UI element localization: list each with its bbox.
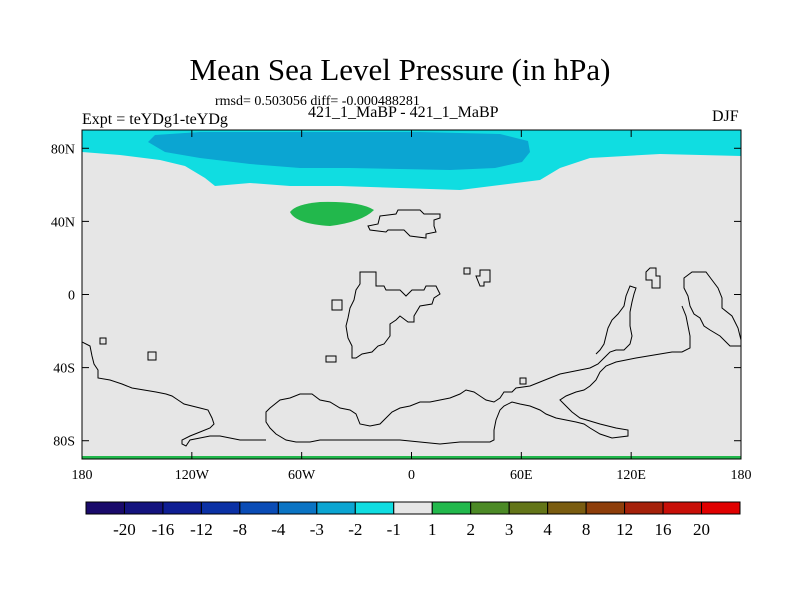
y-tick-label: 40S (53, 362, 75, 377)
y-tick-label: 80S (53, 435, 75, 450)
colorbar-label: 3 (505, 520, 514, 539)
season-label: DJF (712, 108, 739, 125)
colorbar-swatch (431, 501, 472, 515)
colorbar-swatch (162, 501, 202, 515)
colorbar-swatch (547, 501, 587, 515)
colorbar-swatch (508, 501, 549, 515)
colorbar-label: -1 (387, 520, 401, 539)
colorbar-label: 16 (655, 520, 672, 539)
colorbar-label: -8 (233, 520, 247, 539)
colorbar-label: 8 (582, 520, 591, 539)
colorbar-swatch (239, 501, 279, 515)
experiment-label: Expt = teYDg1-teYDg (82, 111, 228, 128)
colorbar-swatch (470, 501, 510, 515)
x-tick-label: 60E (510, 468, 533, 483)
stats-subtitle: rmsd= 0.503056 diff= -0.000488281 (215, 94, 420, 109)
colorbar-swatch (200, 501, 241, 515)
land-contours (82, 209, 741, 447)
colorbar-label: 20 (693, 520, 710, 539)
colorbar-label: -3 (310, 520, 324, 539)
colorbar-label: -20 (113, 520, 136, 539)
colorbar-swatch (316, 501, 356, 515)
colorbar-swatch (701, 501, 741, 515)
comparison-label: 421_1_MaBP - 421_1_MaBP (308, 104, 499, 121)
colorbar-swatch (277, 501, 318, 515)
colorbar-label: -16 (152, 520, 175, 539)
colorbar-swatch (585, 501, 626, 515)
colorbar-swatch (393, 501, 433, 515)
x-tick-label: 120E (616, 468, 646, 483)
colorbar-label: -12 (190, 520, 213, 539)
y-tick-label: 0 (68, 289, 75, 304)
colorbar-label: 1 (428, 520, 437, 539)
colorbar-swatch (624, 501, 664, 515)
x-tick-label: 60W (288, 468, 316, 483)
field-green-positive (290, 201, 374, 226)
colorbar-swatch (123, 501, 164, 515)
colorbar-label: 2 (466, 520, 475, 539)
colorbar-label: 12 (616, 520, 633, 539)
x-tick-label: 180 (72, 468, 93, 483)
colorbar-swatch (354, 501, 395, 515)
x-tick-label: 180 (731, 468, 752, 483)
y-tick-label: 40N (51, 215, 75, 230)
y-tick-label: 80N (51, 142, 75, 157)
x-tick-label: 120W (175, 468, 210, 483)
colorbar-swatch (85, 501, 125, 515)
chart-title: Mean Sea Level Pressure (in hPa) (189, 52, 611, 87)
colorbar-label: -2 (348, 520, 362, 539)
field-cyan-blue (148, 132, 530, 170)
x-tick-label: 0 (408, 468, 415, 483)
colorbar-label: 4 (543, 520, 552, 539)
colorbar-label: -4 (271, 520, 286, 539)
colorbar-swatch (662, 501, 703, 515)
